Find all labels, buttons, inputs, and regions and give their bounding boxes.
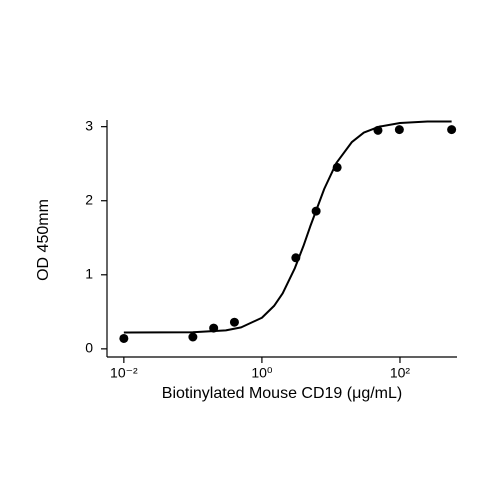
data-point bbox=[447, 125, 457, 135]
x-tick-label: 10⁻² bbox=[110, 365, 138, 381]
x-tick-label: 10² bbox=[390, 365, 411, 381]
x-tick-label: 10⁰ bbox=[251, 365, 273, 381]
data-point bbox=[229, 317, 239, 327]
x-axis-label: Biotinylated Mouse CD19 (μg/mL) bbox=[162, 385, 402, 402]
y-tick-label: 2 bbox=[85, 191, 93, 207]
y-tick-label: 1 bbox=[85, 265, 93, 281]
y-tick-label: 0 bbox=[85, 340, 93, 356]
data-point bbox=[119, 333, 129, 343]
data-point bbox=[188, 332, 198, 342]
data-point bbox=[394, 125, 404, 135]
y-tick-label: 3 bbox=[85, 117, 93, 133]
fit-curve bbox=[123, 120, 452, 334]
y-axis-label: OD 450mm bbox=[35, 199, 52, 281]
